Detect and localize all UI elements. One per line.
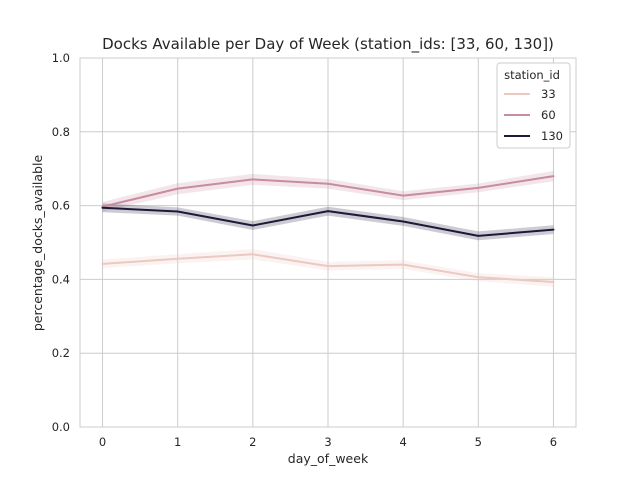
series-130-line	[101, 206, 555, 237]
legend-label-33: 33	[541, 87, 556, 101]
legend: station_id 33 60 130	[496, 62, 571, 149]
y-tick-label: 1.0	[52, 51, 70, 65]
series-130-ci-band	[102, 203, 554, 241]
confidence-bands	[102, 170, 554, 287]
x-tick-label: 3	[324, 435, 331, 449]
y-tick-label: 0.2	[52, 346, 70, 360]
plot-frame	[79, 57, 577, 428]
legend-label-60: 60	[541, 108, 556, 122]
y-tick-label: 0.0	[52, 420, 70, 434]
x-tick-label: 2	[249, 435, 256, 449]
x-tick-label: 0	[99, 435, 106, 449]
y-tick-label: 0.8	[52, 125, 70, 139]
legend-box	[496, 62, 571, 149]
series-60-line	[101, 175, 555, 208]
series-lines	[101, 175, 555, 283]
series-60-ci-band	[102, 170, 554, 212]
chart-title: Docks Available per Day of Week (station…	[102, 35, 554, 54]
x-tick-label: 6	[550, 435, 557, 449]
x-tick-label: 5	[475, 435, 482, 449]
plot-area-border	[79, 57, 577, 428]
x-tick-label: 1	[174, 435, 181, 449]
y-tick-label: 0.4	[52, 272, 70, 286]
series-33-ci-band	[102, 249, 554, 287]
series-33-line	[101, 253, 555, 283]
x-axis-label: day_of_week	[288, 451, 369, 466]
legend-title: station_id	[504, 68, 560, 82]
tick-labels: 0 1 2 3 4 5 6 0.0 0.2 0.4 0.6 0.8 1.0	[52, 51, 557, 449]
x-tick-label: 4	[399, 435, 406, 449]
legend-entries: 33 60 130	[504, 87, 563, 143]
legend-label-130: 130	[541, 129, 563, 143]
y-tick-label: 0.6	[52, 199, 70, 213]
y-axis-label: percentage_docks_available	[30, 155, 45, 332]
